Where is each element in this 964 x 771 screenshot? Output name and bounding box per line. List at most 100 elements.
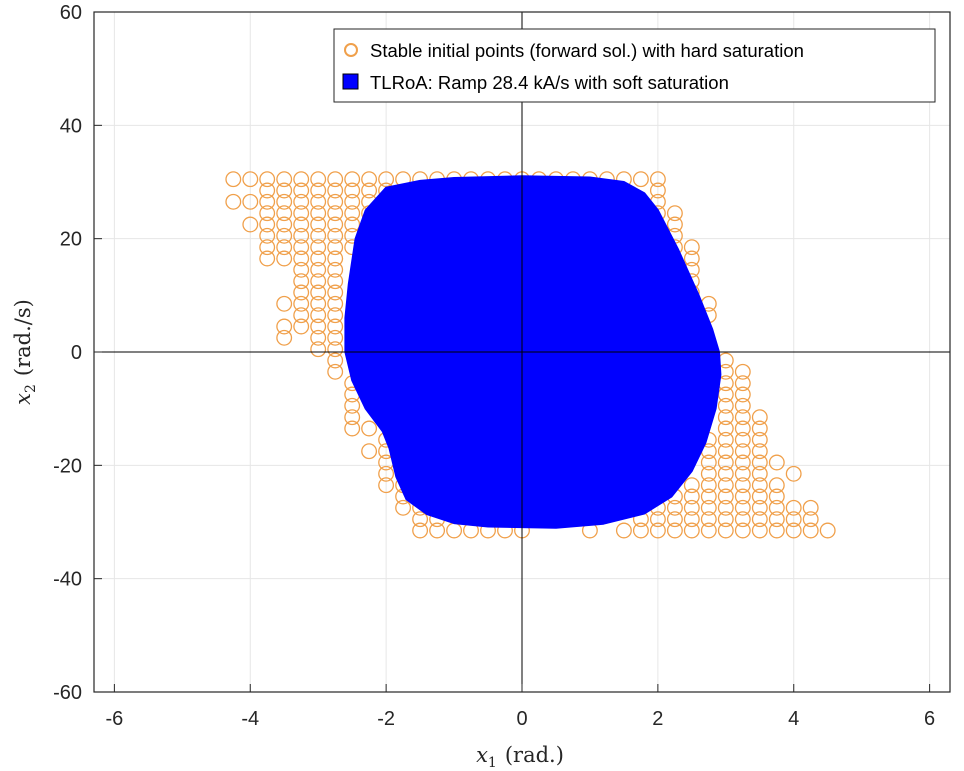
stable-point: [276, 171, 293, 188]
stable-point: [259, 239, 276, 256]
stable-point: [717, 488, 734, 505]
stable-point: [751, 499, 768, 516]
scatter-points: [225, 171, 836, 539]
stable-point: [344, 182, 361, 199]
legend-marker-scatter: [344, 43, 358, 57]
stable-point: [395, 499, 412, 516]
stable-point: [734, 511, 751, 528]
stable-point: [310, 329, 327, 346]
y-tick-label: -60: [53, 682, 82, 704]
y-tick-label: -40: [53, 569, 82, 591]
stable-point: [361, 171, 378, 188]
stable-point: [632, 171, 649, 188]
stable-point: [378, 465, 395, 482]
stable-point: [666, 511, 683, 528]
stable-point: [310, 318, 327, 335]
stable-point: [751, 443, 768, 460]
stable-point: [310, 171, 327, 188]
stable-point: [327, 318, 344, 335]
stable-point: [327, 182, 344, 199]
stable-point: [344, 171, 361, 188]
y-tick-label: -20: [53, 455, 82, 477]
stable-point: [632, 522, 649, 539]
y-axis-label: x2(rad./s): [11, 299, 39, 405]
stable-point: [310, 341, 327, 358]
stable-point: [734, 397, 751, 414]
stable-point: [276, 295, 293, 312]
stable-point: [327, 216, 344, 233]
stable-point: [717, 499, 734, 516]
stable-point: [717, 465, 734, 482]
stable-point: [768, 454, 785, 471]
stable-point: [751, 488, 768, 505]
stable-point: [700, 477, 717, 494]
stable-point: [276, 318, 293, 335]
stable-point: [819, 522, 836, 539]
stable-point: [327, 261, 344, 278]
stable-point: [751, 465, 768, 482]
stable-point: [327, 341, 344, 358]
stable-point: [717, 443, 734, 460]
stable-point: [276, 250, 293, 267]
stable-point: [700, 499, 717, 516]
stable-point: [785, 499, 802, 516]
stable-point: [751, 522, 768, 539]
stable-point: [683, 250, 700, 267]
stable-point: [293, 239, 310, 256]
stable-point: [717, 420, 734, 437]
stable-point: [683, 522, 700, 539]
stable-point: [717, 397, 734, 414]
stable-point: [310, 250, 327, 267]
stable-point: [717, 431, 734, 448]
stable-point: [768, 499, 785, 516]
stable-point: [293, 216, 310, 233]
stable-point: [310, 193, 327, 210]
stable-point: [683, 511, 700, 528]
stable-point: [412, 511, 429, 528]
stable-point: [734, 363, 751, 380]
y-tick-label: 0: [71, 342, 82, 364]
stable-point: [768, 477, 785, 494]
stable-point: [649, 182, 666, 199]
stable-point: [734, 420, 751, 437]
stable-point: [361, 420, 378, 437]
stable-point: [751, 420, 768, 437]
stable-point: [276, 227, 293, 244]
stable-point: [344, 420, 361, 437]
stable-point: [327, 193, 344, 210]
x-tick-label: 6: [924, 708, 935, 730]
stable-point: [327, 227, 344, 244]
stable-point: [310, 284, 327, 301]
stable-point: [666, 522, 683, 539]
stable-point: [259, 205, 276, 222]
stable-point: [683, 477, 700, 494]
stable-point: [700, 465, 717, 482]
stable-point: [717, 409, 734, 426]
stable-point: [276, 239, 293, 256]
stable-point: [259, 227, 276, 244]
stable-point: [242, 171, 259, 188]
stable-point: [293, 250, 310, 267]
x-axis-label: x1 (rad.): [476, 743, 564, 771]
stable-point: [785, 522, 802, 539]
stable-point: [751, 454, 768, 471]
stable-point: [293, 227, 310, 244]
stable-point: [717, 522, 734, 539]
stable-point: [785, 511, 802, 528]
stable-point: [310, 205, 327, 222]
stable-point: [700, 511, 717, 528]
stable-point: [734, 488, 751, 505]
stable-point: [615, 522, 632, 539]
x-tick-label: -2: [377, 708, 395, 730]
stable-point: [683, 499, 700, 516]
stable-point: [734, 499, 751, 516]
stable-point: [717, 477, 734, 494]
stable-point: [276, 193, 293, 210]
stable-point: [734, 477, 751, 494]
stable-point: [344, 397, 361, 414]
legend: Stable initial points (forward sol.) wit…: [333, 28, 936, 103]
stable-point: [327, 171, 344, 188]
stable-point: [649, 171, 666, 188]
